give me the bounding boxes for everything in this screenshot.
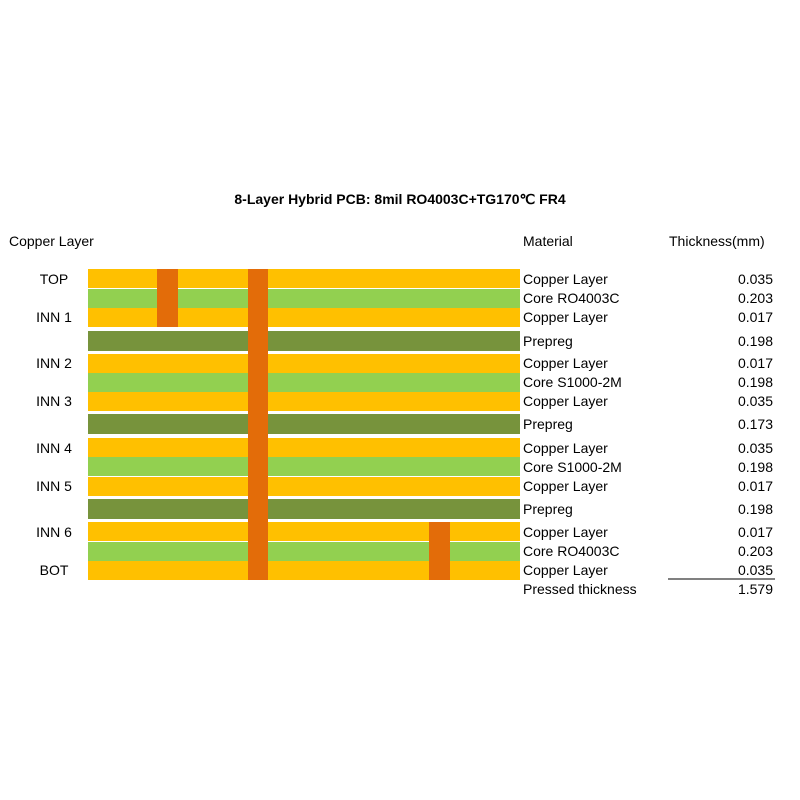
- header-material: Material: [523, 233, 573, 249]
- layer-copper: [88, 438, 520, 457]
- thickness-value: 0.203: [738, 290, 773, 306]
- blind-via-top: [157, 269, 178, 327]
- layer-core: [88, 542, 520, 561]
- thickness-value: 0.035: [738, 562, 773, 578]
- material-label: Copper Layer: [523, 478, 608, 494]
- layer-name-label: INN 6: [36, 524, 72, 540]
- thickness-value: 0.035: [738, 393, 773, 409]
- material-label: Copper Layer: [523, 271, 608, 287]
- header-copper-layer: Copper Layer: [9, 233, 94, 249]
- material-label: Prepreg: [523, 416, 573, 432]
- layer-core: [88, 373, 520, 392]
- layer-copper: [88, 392, 520, 411]
- layer-copper: [88, 477, 520, 496]
- thickness-value: 0.035: [738, 440, 773, 456]
- material-label: Copper Layer: [523, 393, 608, 409]
- material-label: Copper Layer: [523, 440, 608, 456]
- material-label: Core RO4003C: [523, 290, 620, 306]
- thickness-value: 0.198: [738, 501, 773, 517]
- layer-name-label: TOP: [40, 271, 69, 287]
- layer-copper: [88, 354, 520, 373]
- layer-copper: [88, 522, 520, 541]
- layer-name-label: INN 5: [36, 478, 72, 494]
- layer-name-label: INN 4: [36, 440, 72, 456]
- thickness-value: 0.203: [738, 543, 773, 559]
- thickness-value: 0.017: [738, 309, 773, 325]
- thickness-value: 0.017: [738, 524, 773, 540]
- layer-copper: [88, 561, 520, 580]
- material-label: Core S1000-2M: [523, 374, 622, 390]
- material-label: Copper Layer: [523, 309, 608, 325]
- pressed-thickness-value: 1.579: [738, 581, 773, 597]
- material-label: Core RO4003C: [523, 543, 620, 559]
- layer-copper: [88, 308, 520, 327]
- material-label: Prepreg: [523, 333, 573, 349]
- layer-prepreg: [88, 499, 520, 519]
- material-label: Core S1000-2M: [523, 459, 622, 475]
- material-label: Copper Layer: [523, 355, 608, 371]
- thickness-value: 0.017: [738, 478, 773, 494]
- layer-prepreg: [88, 414, 520, 434]
- header-thickness: Thickness(mm): [669, 233, 765, 249]
- layer-prepreg: [88, 331, 520, 351]
- layer-copper: [88, 269, 520, 288]
- layer-core: [88, 289, 520, 308]
- layer-core: [88, 457, 520, 476]
- material-label: Prepreg: [523, 501, 573, 517]
- thickness-value: 0.035: [738, 271, 773, 287]
- thickness-value: 0.198: [738, 459, 773, 475]
- through-via: [248, 269, 268, 580]
- layer-name-label: INN 1: [36, 309, 72, 325]
- material-label: Copper Layer: [523, 562, 608, 578]
- thickness-value: 0.173: [738, 416, 773, 432]
- thickness-value: 0.017: [738, 355, 773, 371]
- blind-via-bot: [429, 522, 450, 580]
- diagram-title: 8-Layer Hybrid PCB: 8mil RO4003C+TG170℃ …: [234, 191, 566, 207]
- thickness-value: 0.198: [738, 333, 773, 349]
- pressed-thickness-label: Pressed thickness: [523, 581, 637, 597]
- layer-name-label: BOT: [40, 562, 69, 578]
- material-label: Copper Layer: [523, 524, 608, 540]
- layer-name-label: INN 2: [36, 355, 72, 371]
- layer-name-label: INN 3: [36, 393, 72, 409]
- thickness-value: 0.198: [738, 374, 773, 390]
